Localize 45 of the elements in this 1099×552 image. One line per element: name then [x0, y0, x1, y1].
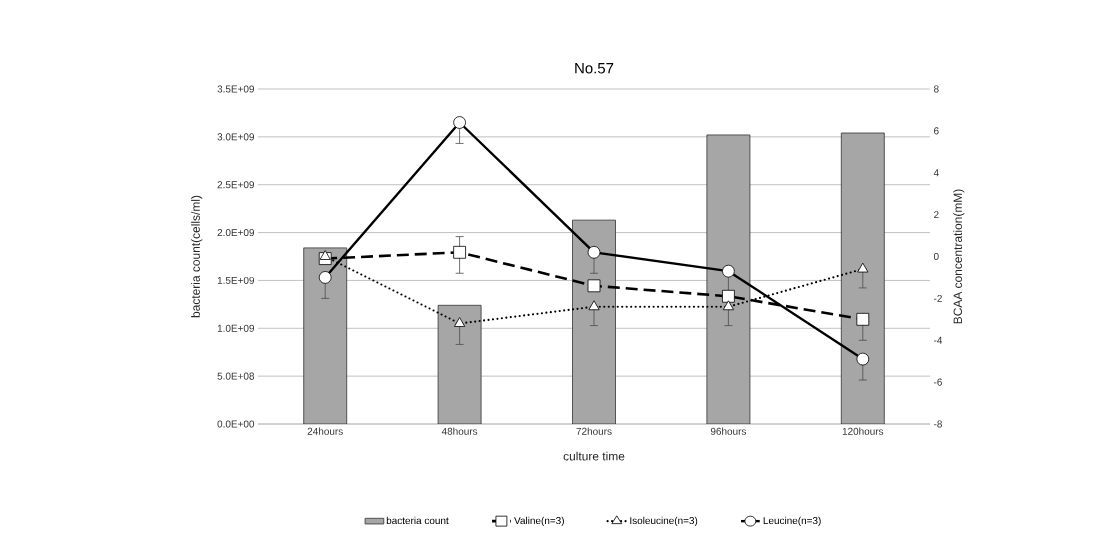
- y2-tick-label: 4: [933, 169, 939, 177]
- legend-label: Leucine(n=3): [763, 516, 821, 527]
- y2-tick-label: -6: [933, 378, 942, 386]
- y2-tick-label: -8: [933, 420, 942, 428]
- x-axis-title: culture time: [563, 451, 625, 461]
- y2-tick-label: 6: [934, 127, 939, 135]
- legend-label: Isoleucine(n=3): [630, 516, 698, 527]
- y-tick-label: 3.0E+09: [217, 133, 255, 141]
- y2-tick-label: -2: [933, 294, 942, 302]
- bar: [437, 304, 482, 424]
- point: [453, 245, 466, 259]
- x-tick-label: 48hours: [441, 427, 478, 435]
- y-tick-label: 1.0E+09: [217, 324, 255, 332]
- point: [318, 271, 332, 284]
- legend-label: bacteria count: [386, 516, 449, 525]
- point: [319, 250, 331, 260]
- y-tick-label: 3.5E+09: [217, 85, 255, 93]
- y2-tick-label: 2: [934, 211, 939, 219]
- x-tick-label: 96hours: [710, 427, 747, 435]
- bar: [706, 134, 751, 424]
- point: [722, 289, 735, 303]
- y2-tick-label: -4: [933, 336, 943, 344]
- y2-axis-title: BCAA concentration(mM): [953, 189, 965, 324]
- y-tick-label: 5.0E+08: [217, 372, 255, 380]
- y-tick-label: 0.0E+00: [217, 420, 255, 428]
- point: [588, 300, 600, 311]
- legend-label: Valine(n=3): [514, 516, 564, 527]
- point: [587, 279, 601, 293]
- point: [722, 264, 735, 278]
- point: [856, 312, 870, 326]
- y-axis-title: bacteria count(cells/ml): [191, 195, 203, 318]
- y-tick-label: 2.5E+09: [217, 181, 255, 189]
- chart-title: No.57: [575, 63, 614, 74]
- point: [587, 245, 601, 259]
- x-tick-label: 72hours: [576, 427, 612, 435]
- y2-tick-label: 8: [933, 85, 939, 93]
- point: [856, 352, 870, 366]
- point: [857, 262, 869, 273]
- y-tick-label: 1.5E+09: [217, 276, 255, 284]
- point: [454, 317, 466, 327]
- x-tick-label: 24hours: [307, 427, 343, 435]
- y-tick-label: 2.0E+09: [217, 229, 255, 237]
- x-tick-label: 120hours: [842, 427, 884, 435]
- y2-tick-label: 0: [933, 252, 939, 261]
- point: [722, 300, 734, 311]
